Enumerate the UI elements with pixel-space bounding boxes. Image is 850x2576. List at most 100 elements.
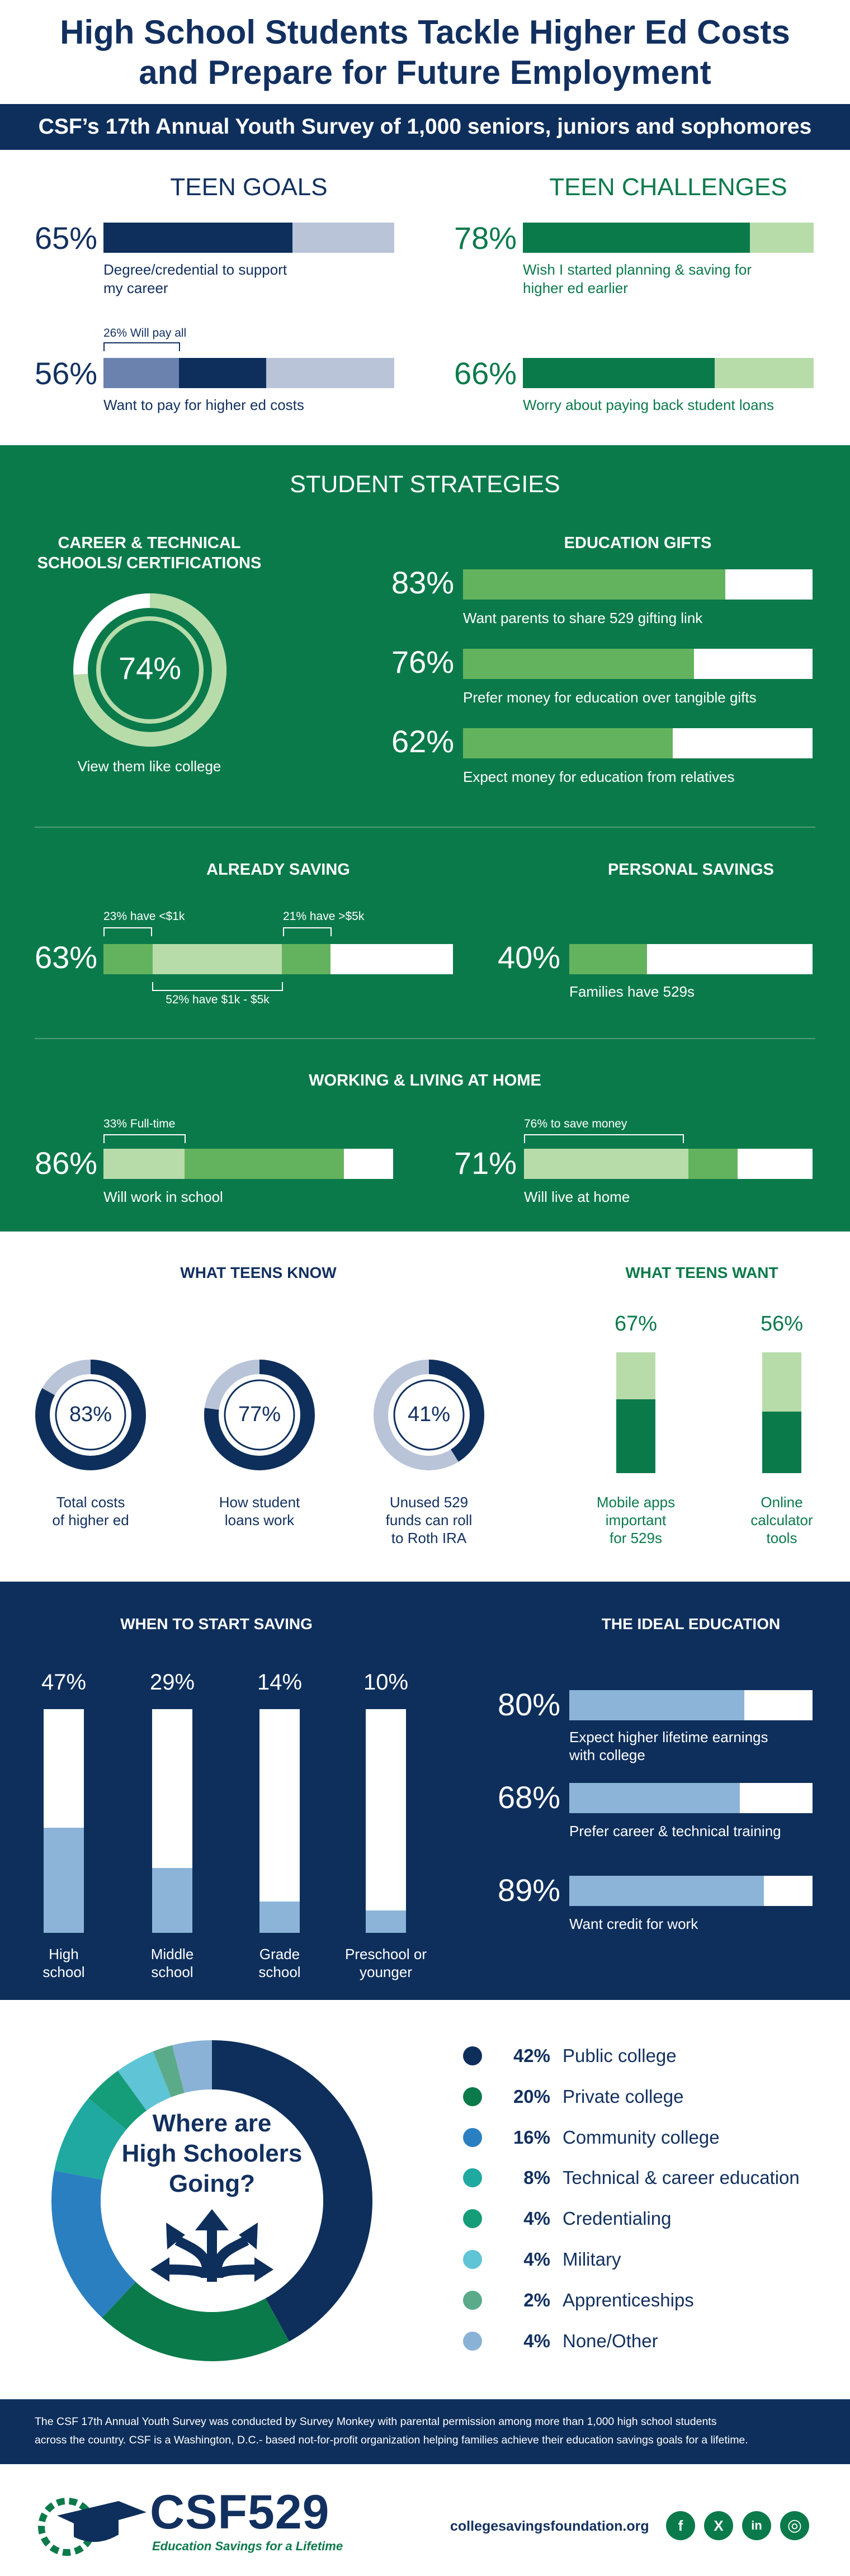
legend-dot bbox=[463, 2331, 482, 2351]
gift-3-bar bbox=[463, 728, 813, 758]
gift-2-label: Prefer money for education over tangible… bbox=[463, 689, 757, 706]
ideal-3-fill bbox=[569, 1876, 764, 1906]
ideal-2-bar bbox=[569, 1783, 813, 1813]
legend-label: Technical & career education bbox=[563, 2167, 800, 2188]
subtitle-text: CSF’s 17th Annual Youth Survey of 1,000 … bbox=[38, 115, 812, 139]
know-heading: WHAT TEENS KNOW bbox=[180, 1264, 337, 1281]
home-bar-to-save bbox=[524, 1149, 689, 1179]
work-bracket bbox=[103, 1134, 186, 1143]
graduation-cap-logo-icon bbox=[38, 2498, 147, 2556]
start-3-label: Grade school bbox=[258, 1946, 301, 1980]
home-bar-fill bbox=[688, 1149, 738, 1179]
legend-label: Apprenticeships bbox=[563, 2289, 694, 2310]
career-pct: 74% bbox=[118, 650, 182, 686]
legend-dot bbox=[463, 2046, 482, 2065]
challenge-2-bar-rest bbox=[715, 358, 814, 388]
saving-seg-mid bbox=[152, 944, 282, 974]
legend-pct: 16% bbox=[513, 2126, 550, 2148]
career-donut bbox=[73, 593, 226, 747]
x-twitter-icon[interactable]: X bbox=[704, 2511, 733, 2540]
know-3-donut bbox=[374, 1360, 484, 1470]
footnote-text: The CSF 17th Annual Youth Survey was con… bbox=[35, 2415, 748, 2446]
challenge-2-pct: 66% bbox=[454, 356, 517, 391]
home-bar bbox=[524, 1149, 813, 1179]
gift-1-bar bbox=[463, 569, 813, 600]
going-donut bbox=[51, 2040, 372, 2361]
want-2-bar bbox=[762, 1352, 801, 1473]
want-2-label: Online calculator tools bbox=[750, 1494, 813, 1546]
work-sub-label: 33% Full-time bbox=[103, 1117, 176, 1130]
challenge-1-bar-fill bbox=[523, 223, 750, 253]
legend-dot bbox=[463, 2168, 482, 2188]
want-2-bar-fill bbox=[762, 1411, 801, 1473]
legend-dot bbox=[463, 2290, 482, 2310]
saving-bracket-high bbox=[283, 927, 332, 936]
subtitle-banner: CSF’s 17th Annual Youth Survey of 1,000 … bbox=[0, 104, 850, 150]
saving-note-high: 21% have >$5k bbox=[283, 910, 365, 923]
start-2-pct: 29% bbox=[149, 1670, 195, 1695]
working-heading: WORKING & LIVING AT HOME bbox=[309, 1072, 541, 1089]
already-saving-heading: ALREADY SAVING bbox=[206, 861, 350, 879]
going-legend-item: 4% None/Other bbox=[463, 2330, 658, 2352]
goal-1-bar-fill bbox=[103, 223, 292, 253]
start-1-bar bbox=[44, 1709, 84, 1933]
saving-note-mid: 52% have $1k - $5k bbox=[166, 993, 270, 1006]
ideal-2-fill bbox=[569, 1783, 740, 1813]
already-saving-pct: 63% bbox=[35, 940, 98, 975]
ideal-1-bar bbox=[569, 1690, 813, 1720]
home-label: Will live at home bbox=[524, 1188, 630, 1205]
start-3-pct: 14% bbox=[257, 1670, 303, 1695]
start-1-bar-fill bbox=[44, 1828, 84, 1933]
gifts-heading: EDUCATION GIFTS bbox=[564, 534, 712, 552]
work-label: Will work in school bbox=[103, 1188, 223, 1205]
start-4-bar-fill bbox=[366, 1910, 406, 1933]
start-3-bar bbox=[259, 1709, 300, 1933]
goal-2-bar-rest bbox=[266, 358, 394, 388]
work-bar bbox=[103, 1149, 393, 1179]
want-2-pct: 56% bbox=[760, 1312, 804, 1336]
want-1-bar bbox=[616, 1352, 655, 1473]
strategies-heading: STUDENT STRATEGIES bbox=[290, 471, 560, 498]
start-saving-heading: WHEN TO START SAVING bbox=[120, 1615, 313, 1633]
challenge-1-pct: 78% bbox=[454, 220, 517, 256]
ideal-1-label: Expect higher lifetime earnings with coll… bbox=[569, 1729, 768, 1763]
teen-goals-heading: TEEN GOALS bbox=[170, 173, 328, 201]
know-1-arc bbox=[35, 1360, 146, 1470]
work-bar-fulltime bbox=[103, 1149, 185, 1179]
know-2-inner bbox=[224, 1379, 295, 1451]
legend-label: Public college bbox=[563, 2045, 677, 2066]
legend-pct: 4% bbox=[523, 2208, 550, 2229]
personal-savings-bar bbox=[569, 944, 813, 974]
footnote-band bbox=[0, 2399, 850, 2464]
legend-label: Private college bbox=[563, 2086, 684, 2107]
legend-dot bbox=[463, 2087, 482, 2106]
legend-dot bbox=[463, 2209, 482, 2229]
saving-seg-high bbox=[281, 944, 331, 974]
gift-3-pct: 62% bbox=[391, 724, 455, 759]
gift-1-bar-fill bbox=[463, 569, 725, 600]
instagram-icon[interactable]: ◎ bbox=[780, 2511, 809, 2540]
title-line-1: High School Students Tackle Higher Ed Co… bbox=[60, 13, 790, 51]
ideal-2-label: Prefer career & technical training bbox=[569, 1823, 781, 1839]
legend-label: Community college bbox=[563, 2126, 720, 2148]
logo-tagline: Education Savings for a Lifetime bbox=[152, 2539, 343, 2553]
facebook-icon[interactable]: f bbox=[666, 2511, 695, 2540]
gift-2-bar bbox=[463, 649, 813, 679]
start-4-label: Preschool or younger bbox=[345, 1946, 427, 1980]
diverging-arrows-icon bbox=[150, 2209, 273, 2282]
legend-pct: 42% bbox=[513, 2045, 550, 2066]
legend-pct: 2% bbox=[523, 2289, 550, 2310]
goal-2-bar bbox=[103, 358, 394, 388]
start-1-label: High school bbox=[42, 1946, 85, 1980]
want-heading: WHAT TEENS WANT bbox=[625, 1264, 778, 1281]
going-donut-center bbox=[101, 2089, 323, 2312]
separator-1 bbox=[35, 827, 815, 828]
legend-pct: 20% bbox=[513, 2086, 550, 2107]
going-center-title: Where are High Schoolers Going? bbox=[121, 2110, 303, 2197]
footer-url[interactable]: collegesavingsfoundation.org bbox=[450, 2518, 649, 2534]
separator-2 bbox=[35, 1038, 815, 1039]
personal-savings-heading: PERSONAL SAVINGS bbox=[607, 861, 775, 879]
home-sub-label: 76% to save money bbox=[524, 1117, 627, 1130]
linkedin-icon[interactable]: in bbox=[742, 2511, 771, 2540]
challenge-2-bar-fill bbox=[523, 358, 715, 388]
